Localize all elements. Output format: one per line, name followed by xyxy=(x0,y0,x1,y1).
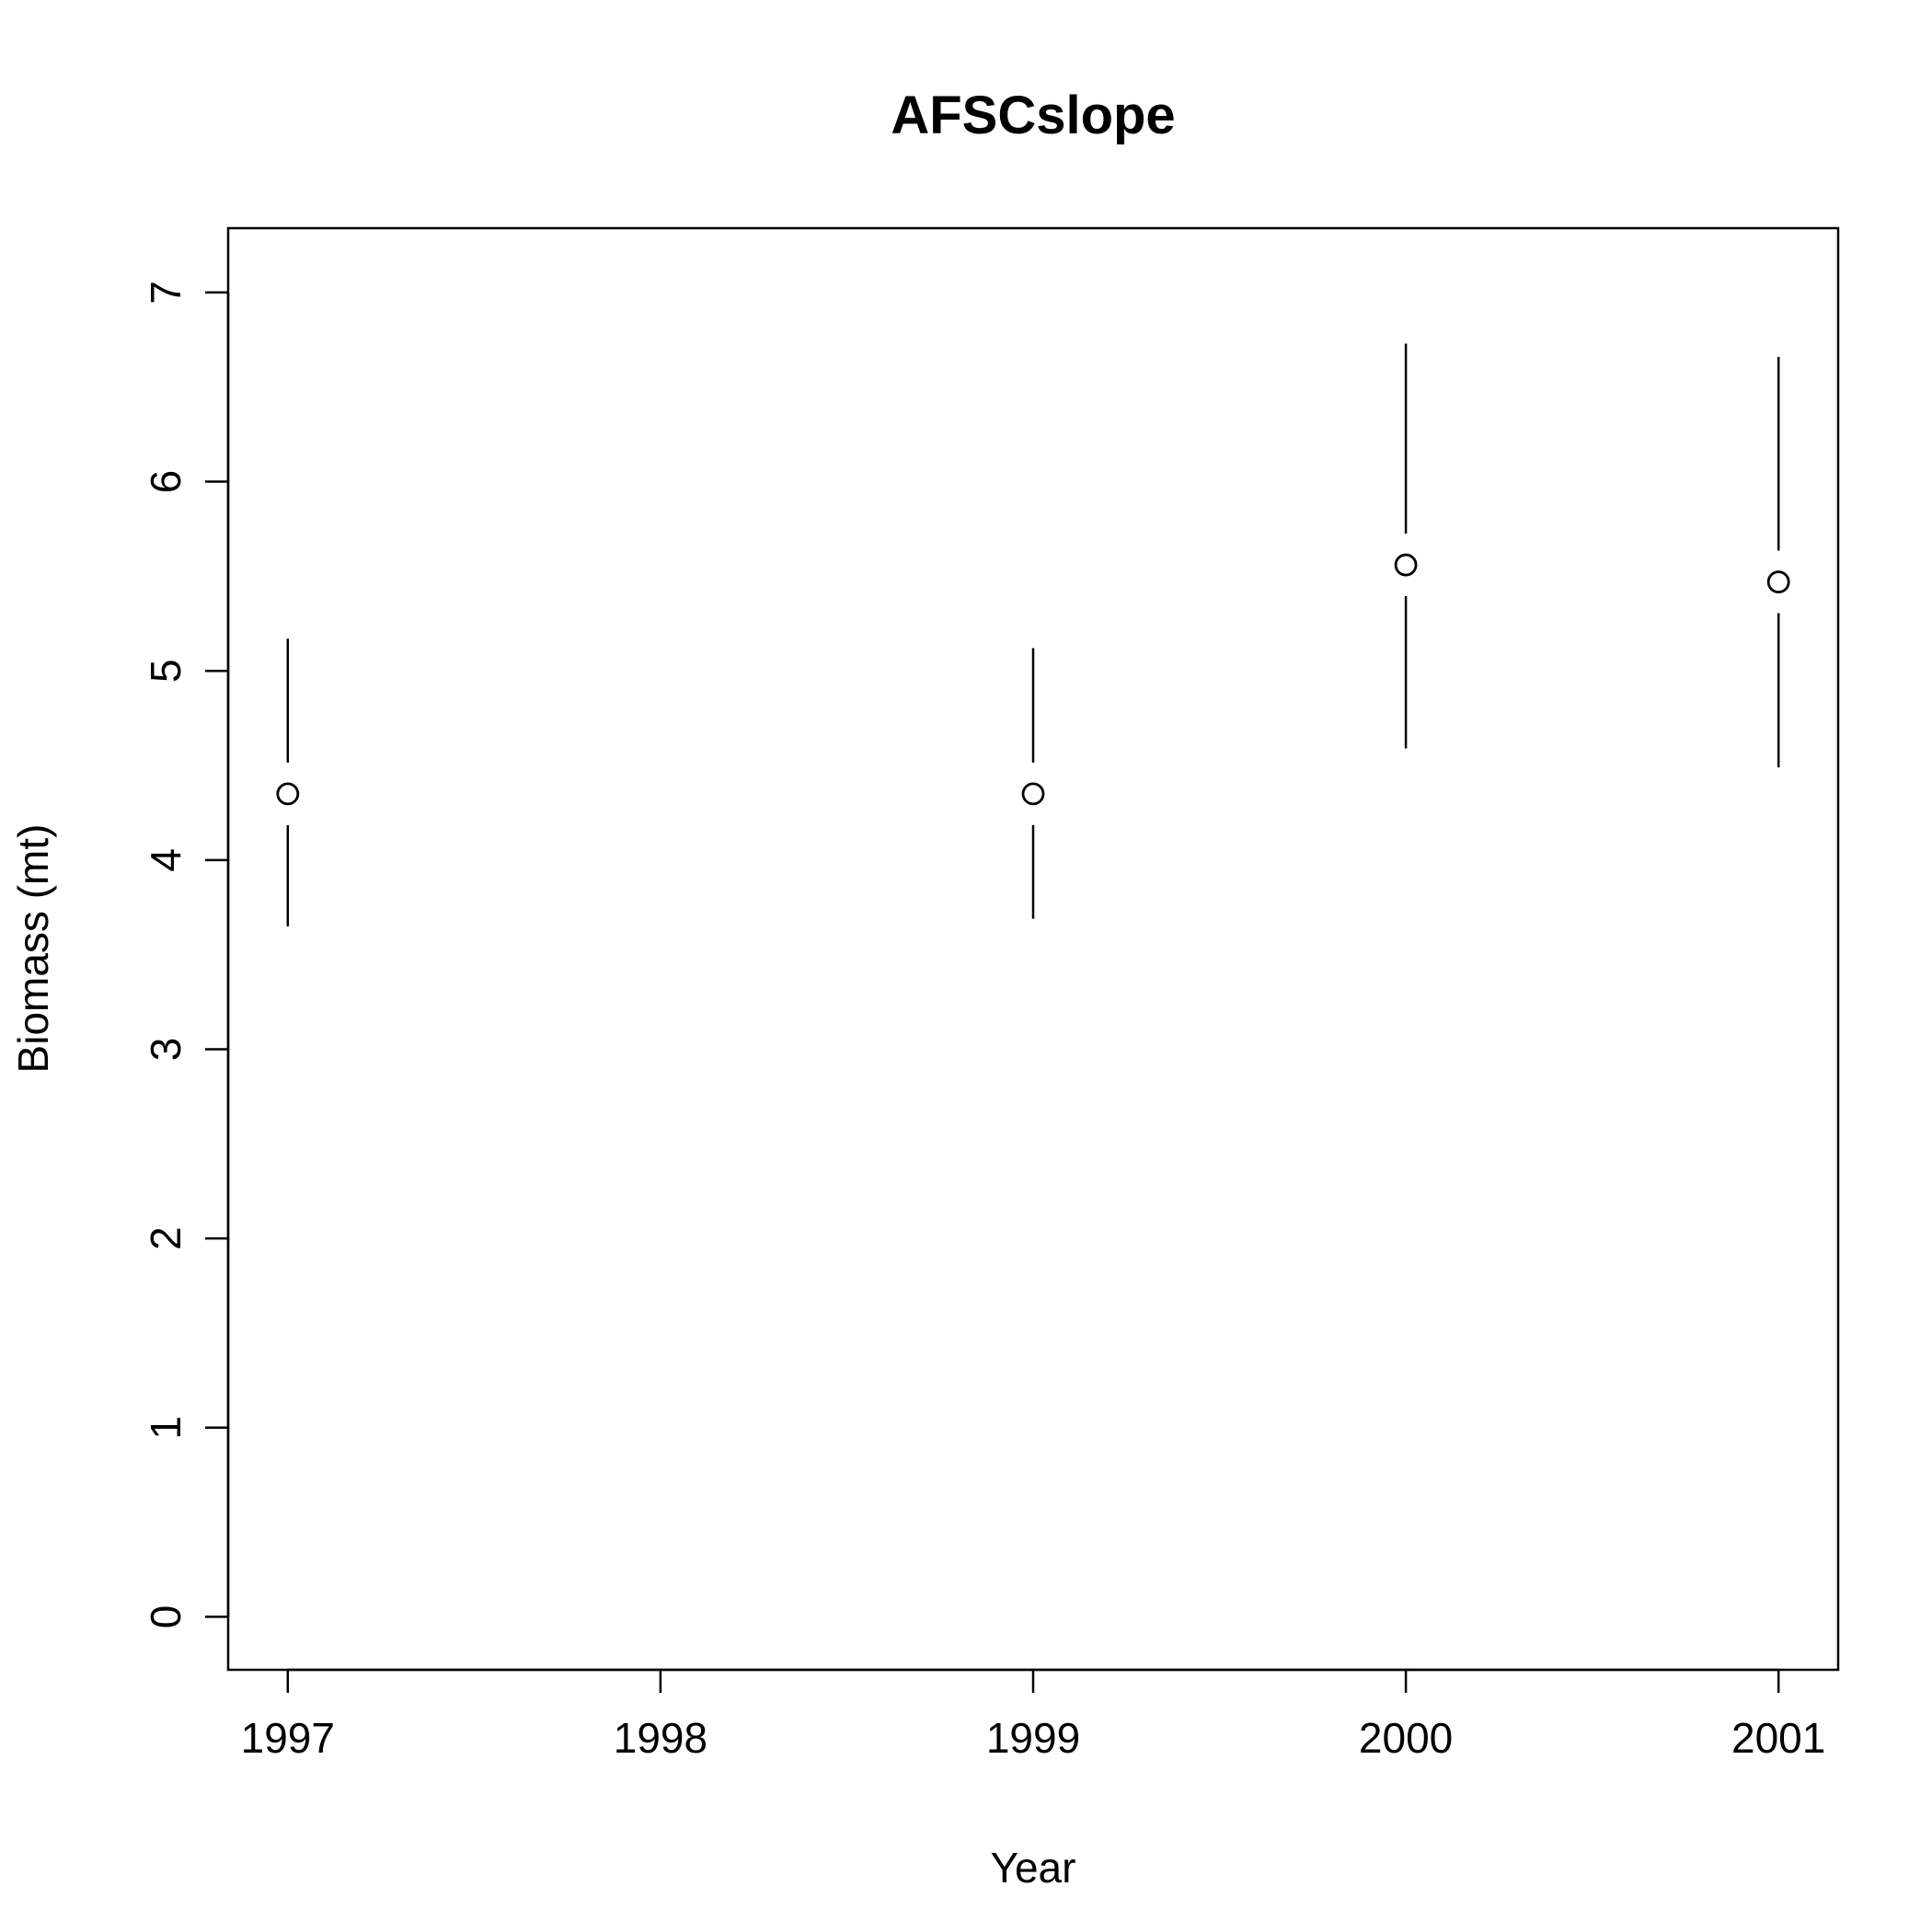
chart-title: AFSCslope xyxy=(891,86,1175,145)
y-tick-label: 5 xyxy=(142,659,190,683)
y-tick-label: 3 xyxy=(142,1038,190,1062)
x-tick-label: 1997 xyxy=(241,1714,335,1762)
x-tick-label: 2000 xyxy=(1359,1714,1453,1762)
y-tick-label: 4 xyxy=(142,848,190,872)
x-tick-label: 2001 xyxy=(1731,1714,1825,1762)
data-points xyxy=(276,343,1790,926)
y-axis-label: Biomass (mt) xyxy=(9,824,57,1074)
x-tick-label: 1998 xyxy=(614,1714,707,1762)
x-tick-label: 1999 xyxy=(986,1714,1080,1762)
y-tick-label: 1 xyxy=(142,1416,190,1440)
data-point xyxy=(1766,570,1790,593)
x-axis: 1997 1998 1999 2000 2001 xyxy=(241,1668,1825,1762)
y-axis: 0 1 2 3 4 5 6 7 xyxy=(142,281,230,1629)
x-axis-label: Year xyxy=(991,1844,1076,1892)
y-tick-label: 0 xyxy=(142,1605,190,1629)
data-point xyxy=(1021,782,1045,806)
data-point xyxy=(276,782,300,806)
data-point xyxy=(1394,553,1418,577)
y-tick-label: 2 xyxy=(142,1226,190,1250)
plot-frame xyxy=(226,226,1840,1672)
y-tick-label: 6 xyxy=(142,470,190,494)
y-tick-label: 7 xyxy=(142,281,190,305)
